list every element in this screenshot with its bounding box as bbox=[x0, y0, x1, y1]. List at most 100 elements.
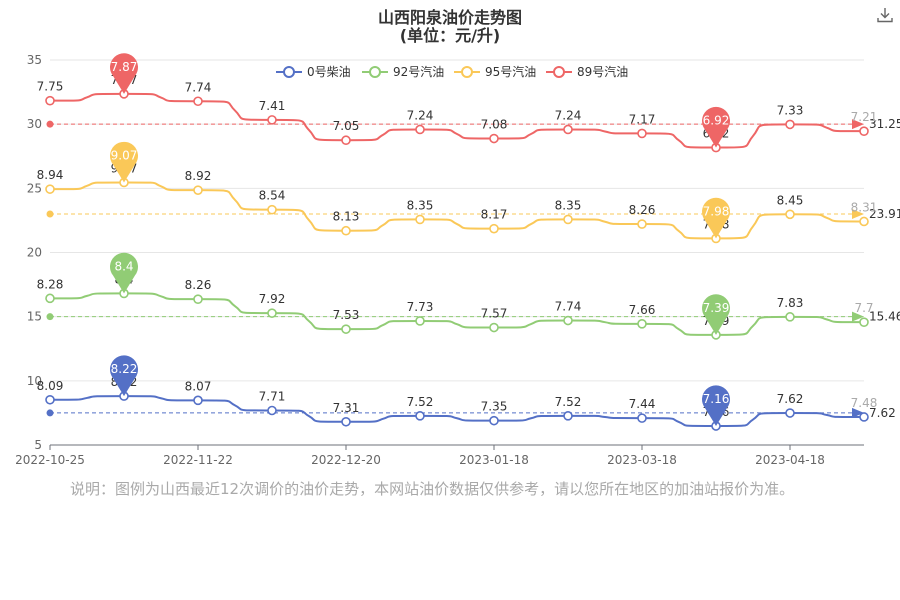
data-label: 8.17 bbox=[481, 208, 508, 222]
data-point bbox=[341, 416, 351, 427]
data-label: 8.35 bbox=[555, 198, 582, 212]
data-point bbox=[341, 225, 351, 236]
data-label: 8.13 bbox=[333, 210, 360, 224]
legend-label: 0号柴油 bbox=[307, 65, 351, 79]
max-pin-label: 8.22 bbox=[111, 362, 138, 376]
data-point bbox=[193, 96, 203, 107]
min-pin bbox=[702, 106, 730, 148]
data-point bbox=[193, 294, 203, 304]
y-tick-label: 25 bbox=[27, 181, 42, 195]
data-label: 8.31 bbox=[851, 200, 878, 214]
data-label: 7.48 bbox=[851, 396, 878, 410]
data-label: 7.74 bbox=[185, 80, 212, 94]
legend-label: 89号汽油 bbox=[577, 64, 628, 79]
data-label: 7.52 bbox=[555, 395, 582, 409]
data-point bbox=[267, 204, 277, 215]
min-pin-label: 7.16 bbox=[703, 392, 730, 406]
average-line-arrow bbox=[852, 311, 864, 322]
data-label: 7.33 bbox=[777, 103, 804, 117]
x-tick-label: 2023-01-18 bbox=[459, 453, 529, 467]
y-tick-label: 35 bbox=[27, 53, 42, 67]
data-label: 7.71 bbox=[259, 389, 286, 403]
data-point bbox=[341, 135, 351, 146]
min-pin-label: 7.98 bbox=[703, 204, 730, 218]
data-point bbox=[637, 128, 647, 139]
data-label: 7.21 bbox=[851, 110, 878, 124]
data-point bbox=[859, 317, 869, 327]
data-point bbox=[637, 413, 647, 423]
average-label: 31.25 bbox=[869, 117, 900, 131]
data-point bbox=[489, 223, 499, 234]
data-point bbox=[489, 415, 499, 426]
y-tick-label: 15 bbox=[27, 310, 42, 324]
legend-marker bbox=[461, 66, 473, 78]
data-label: 7.53 bbox=[333, 308, 360, 322]
data-label: 7.24 bbox=[555, 108, 582, 122]
data-point bbox=[785, 312, 795, 322]
average-line-start bbox=[46, 409, 54, 417]
data-label: 8.54 bbox=[259, 189, 286, 203]
data-point bbox=[489, 133, 499, 144]
max-pin-label: 9.07 bbox=[111, 148, 138, 162]
series-line bbox=[49, 395, 865, 428]
data-point bbox=[267, 308, 277, 318]
data-label: 7.17 bbox=[629, 112, 656, 126]
data-label: 7.7 bbox=[854, 301, 873, 315]
data-point bbox=[193, 185, 203, 195]
data-label: 7.35 bbox=[481, 400, 508, 414]
x-tick-label: 2023-04-18 bbox=[755, 453, 825, 467]
data-point bbox=[859, 412, 869, 422]
min-pin bbox=[702, 197, 730, 239]
min-pin bbox=[702, 294, 731, 335]
chart-note: 说明：图例为山西最近12次调价的油价走势，本网站油价数据仅供参考，请以您所在地区… bbox=[70, 480, 795, 498]
data-point bbox=[341, 324, 351, 334]
max-pin bbox=[110, 53, 138, 94]
data-label: 8.35 bbox=[407, 198, 434, 212]
data-label: 8.09 bbox=[37, 379, 64, 393]
data-point bbox=[45, 293, 55, 304]
series-line bbox=[49, 92, 865, 149]
y-tick-label: 5 bbox=[34, 438, 42, 452]
x-tick-label: 2022-11-22 bbox=[163, 453, 233, 467]
data-point bbox=[637, 319, 647, 329]
data-point bbox=[859, 126, 869, 136]
min-pin-label: 7.39 bbox=[703, 301, 730, 315]
min-pin bbox=[702, 385, 731, 427]
average-label: 15.46 bbox=[869, 310, 900, 324]
data-point bbox=[45, 394, 55, 405]
data-point bbox=[637, 219, 647, 229]
data-label: 7.24 bbox=[407, 108, 434, 122]
legend-marker bbox=[553, 66, 565, 78]
y-tick-label: 10 bbox=[27, 374, 42, 388]
y-tick-label: 30 bbox=[27, 117, 42, 131]
average-line-arrow bbox=[852, 209, 864, 219]
data-point bbox=[563, 411, 573, 421]
data-point bbox=[563, 124, 573, 135]
data-point bbox=[785, 119, 795, 130]
data-point bbox=[267, 405, 277, 416]
average-line-start bbox=[46, 120, 54, 128]
average-line-arrow bbox=[852, 119, 864, 130]
data-point bbox=[859, 216, 869, 227]
data-label: 7.92 bbox=[259, 292, 286, 306]
data-point bbox=[785, 408, 795, 418]
download-icon[interactable] bbox=[876, 6, 894, 24]
data-label: 7.74 bbox=[555, 300, 582, 314]
data-label: 8.26 bbox=[629, 203, 656, 217]
data-point bbox=[415, 316, 425, 326]
average-line-start bbox=[46, 313, 54, 321]
data-label: 8.28 bbox=[37, 277, 64, 291]
legend-label: 92号汽油 bbox=[393, 64, 444, 79]
data-point bbox=[489, 322, 499, 333]
legend-label: 95号汽油 bbox=[485, 64, 536, 79]
data-label: 7.44 bbox=[629, 397, 656, 411]
min-pin-label: 6.92 bbox=[703, 114, 730, 128]
data-point bbox=[45, 95, 55, 106]
data-point bbox=[563, 214, 573, 225]
data-point bbox=[45, 184, 55, 194]
data-point bbox=[415, 214, 425, 225]
average-label: 7.62 bbox=[869, 406, 896, 420]
average-label: 23.91 bbox=[869, 207, 900, 221]
series-line bbox=[49, 292, 865, 336]
